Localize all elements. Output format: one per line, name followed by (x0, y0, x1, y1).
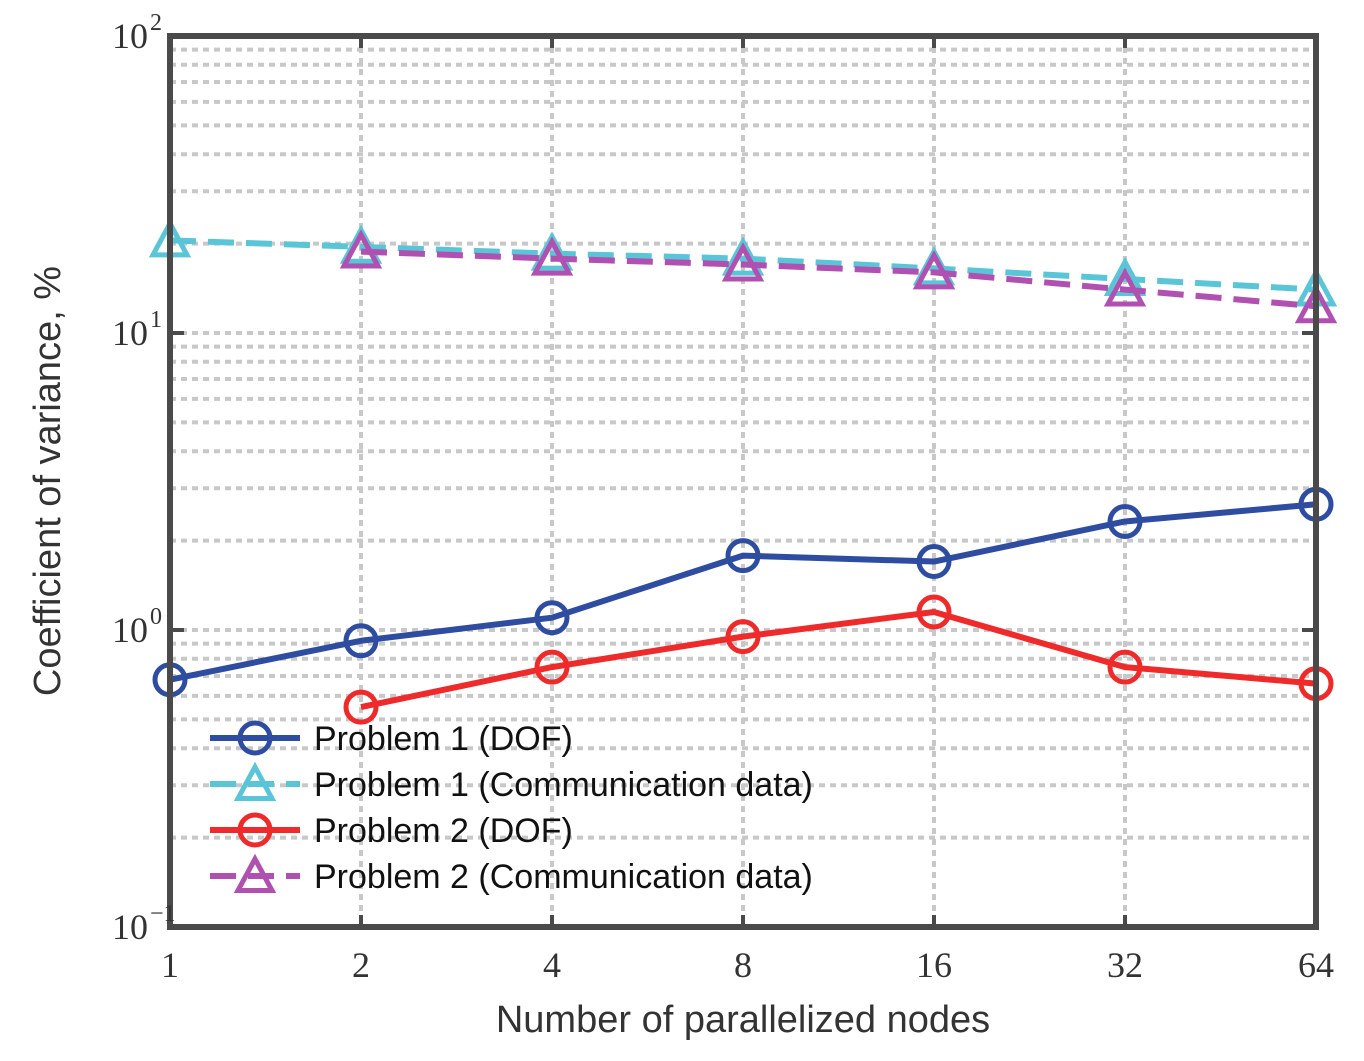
y-tick-label: 10 (112, 313, 148, 353)
legend-item: Problem 2 (Communication data) (210, 853, 813, 896)
x-axis-label: Number of parallelized nodes (496, 999, 990, 1041)
x-tick-label: 8 (734, 945, 752, 985)
series-4 (339, 229, 1338, 324)
data-point-marker (1103, 267, 1147, 307)
legend: Problem 1 (DOF) Problem 1 (Communication … (210, 720, 813, 896)
data-point-marker (916, 594, 952, 630)
data-point-marker (534, 649, 570, 685)
legend-item: Problem 2 (DOF) (210, 812, 573, 850)
data-point-marker (530, 236, 574, 276)
series-line (360, 248, 1317, 310)
legend-label: Problem 2 (DOF) (314, 812, 573, 850)
legend-marker (237, 812, 273, 848)
x-tick-label: 4 (543, 945, 561, 985)
data-point-marker (343, 623, 379, 659)
y-tick-exponent: 0 (150, 604, 162, 630)
legend-label: Problem 2 (Communication data) (314, 858, 813, 896)
data-point-marker (916, 544, 952, 580)
legend-label: Problem 1 (DOF) (314, 720, 573, 758)
data-point-marker (534, 600, 570, 636)
legend-marker (233, 853, 277, 893)
data-point-marker (1107, 503, 1143, 539)
legend-marker (237, 720, 273, 756)
series-line (169, 501, 1317, 683)
y-axis-label: Coefficient of variance, % (27, 266, 69, 696)
y-tick-exponent: 1 (150, 307, 162, 333)
data-point-marker (725, 538, 761, 574)
legend-marker (233, 761, 277, 801)
y-tick-exponent: 2 (150, 10, 162, 36)
x-axis-ticks: 1 2 4 8 16 32 64 (161, 36, 1334, 985)
series-layer (148, 218, 1338, 725)
data-point-marker (912, 250, 956, 290)
legend-item: Problem 1 (DOF) (210, 720, 573, 758)
legend-item: Problem 1 (Communication data) (210, 761, 813, 804)
series-line (169, 237, 1317, 293)
y-tick-label: 10 (112, 610, 148, 650)
data-point-marker (1107, 649, 1143, 685)
y-tick-label: 10 (112, 907, 148, 947)
x-tick-label: 1 (161, 945, 179, 985)
series-line (360, 608, 1317, 711)
data-point-marker (721, 236, 765, 276)
y-tick-label: 10 (112, 16, 148, 56)
x-tick-label: 16 (916, 945, 952, 985)
y-tick-exponent: −1 (150, 901, 176, 927)
x-tick-label: 2 (352, 945, 370, 985)
x-tick-label: 64 (1298, 945, 1334, 985)
data-point-marker (725, 619, 761, 655)
data-point-marker (339, 229, 383, 269)
data-point-marker (1103, 256, 1147, 296)
series-3 (343, 594, 1334, 725)
x-tick-label: 32 (1107, 945, 1143, 985)
data-point-marker (721, 242, 765, 282)
data-point-marker (343, 689, 379, 725)
legend-label: Problem 1 (Communication data) (314, 766, 813, 804)
